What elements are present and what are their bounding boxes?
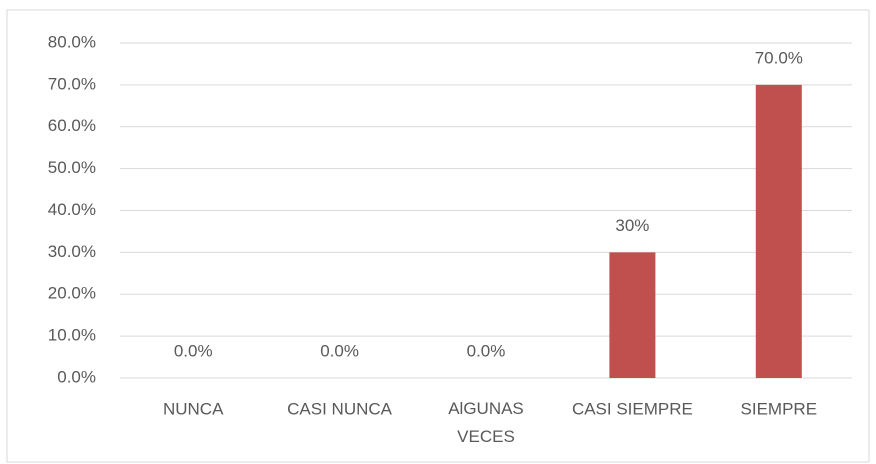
x-tick-label: CASI NUNCA (287, 399, 393, 418)
y-tick-label: 60.0% (48, 116, 96, 135)
data-label: 70.0% (755, 48, 803, 67)
data-label: 0.0% (467, 341, 506, 360)
y-tick-label: 40.0% (48, 200, 96, 219)
y-tick-label: 80.0% (48, 32, 96, 51)
data-label: 30% (615, 216, 649, 235)
y-tick-label: 20.0% (48, 284, 96, 303)
y-tick-label: 70.0% (48, 74, 96, 93)
y-tick-label: 50.0% (48, 158, 96, 177)
data-label: 0.0% (320, 341, 359, 360)
y-tick-label: 10.0% (48, 326, 96, 345)
y-tick-label: 0.0% (57, 367, 96, 386)
bar (609, 252, 656, 378)
x-tick-label: NUNCA (163, 399, 224, 418)
bar (755, 84, 802, 378)
chart-border (6, 9, 870, 463)
x-tick-label: SIEMPRE (741, 399, 818, 418)
x-tick-label: AlGUNAS VECES (448, 399, 524, 446)
y-tick-label: 30.0% (48, 242, 96, 261)
x-tick-label: CASI SIEMPRE (572, 399, 693, 418)
data-label: 0.0% (174, 341, 213, 360)
